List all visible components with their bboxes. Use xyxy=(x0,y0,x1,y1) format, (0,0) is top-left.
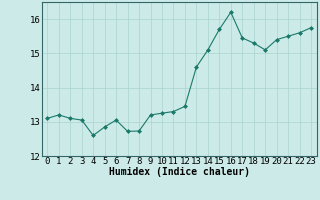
X-axis label: Humidex (Indice chaleur): Humidex (Indice chaleur) xyxy=(109,167,250,177)
